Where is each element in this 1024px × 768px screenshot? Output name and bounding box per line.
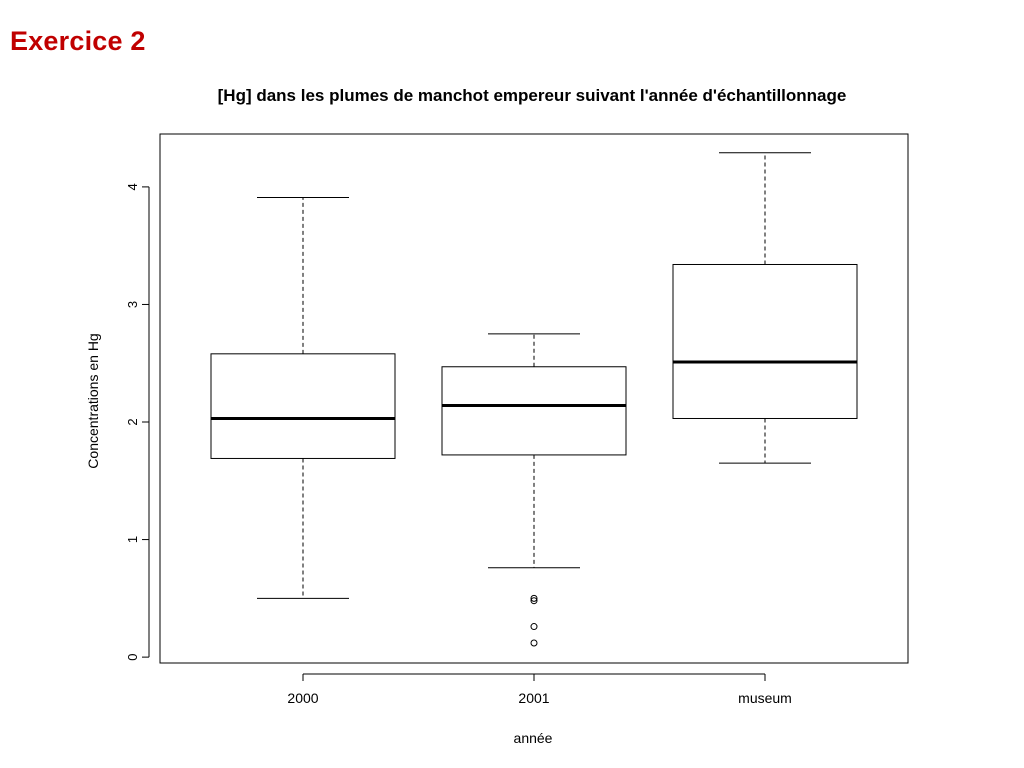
y-tick-label: 0 bbox=[125, 654, 140, 661]
plot-frame bbox=[159, 133, 909, 664]
outlier-point bbox=[530, 597, 538, 605]
y-axis-label: Concentrations en Hg bbox=[85, 333, 101, 468]
iqr-box bbox=[441, 366, 627, 456]
y-tick-label: 4 bbox=[125, 183, 140, 190]
chart-title: [Hg] dans les plumes de manchot empereur… bbox=[218, 86, 847, 105]
outlier-point bbox=[530, 623, 538, 631]
iqr-box bbox=[672, 263, 858, 419]
x-tick-label: 2000 bbox=[287, 690, 318, 706]
iqr-box bbox=[210, 353, 396, 459]
outlier-point bbox=[530, 594, 538, 602]
x-tick-label: museum bbox=[738, 690, 792, 706]
box-2000 bbox=[210, 196, 396, 599]
box-museum bbox=[672, 152, 858, 464]
y-tick-label: 2 bbox=[125, 418, 140, 425]
outlier-point bbox=[530, 639, 538, 647]
x-axis: 2000 2001 museum bbox=[287, 673, 792, 706]
y-tick-label: 1 bbox=[125, 536, 140, 543]
x-axis-label: année bbox=[514, 730, 553, 746]
y-axis: 0 1 2 3 4 bbox=[125, 183, 150, 661]
x-tick-label: 2001 bbox=[518, 690, 549, 706]
y-tick-label: 3 bbox=[125, 301, 140, 308]
boxes-group bbox=[210, 152, 858, 647]
exercise-heading: Exercice 2 bbox=[10, 26, 146, 56]
box-2001 bbox=[441, 333, 627, 647]
